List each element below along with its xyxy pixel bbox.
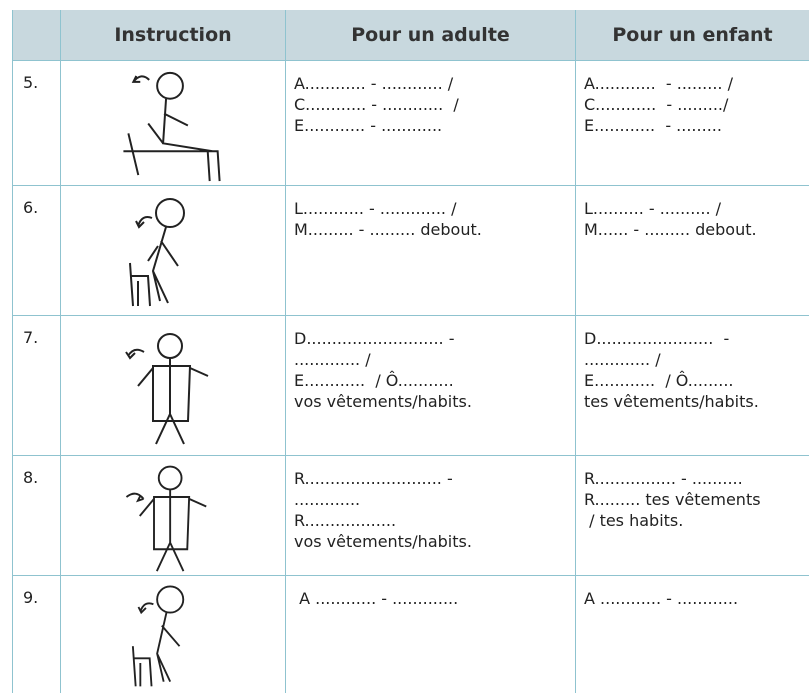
- child-cell: R................ - .......... R.........…: [575, 455, 809, 575]
- text-line: vos vêtements/habits.: [294, 532, 472, 551]
- header-cell: Pour un enfant: [575, 10, 809, 60]
- text-line: E............ - .........: [584, 116, 722, 135]
- header-blank: [12, 10, 60, 60]
- stick-figure: [123, 71, 221, 181]
- adult-cell: L............ - ............. / M........…: [285, 185, 575, 315]
- text-line: C............ - ........./: [584, 95, 729, 114]
- text-line: M......... - ......... debout.: [294, 220, 482, 239]
- header-cell: Pour un adulte: [285, 10, 575, 60]
- text-line: C............ - ............ /: [294, 95, 459, 114]
- row-number: 5.: [12, 60, 60, 185]
- text-line: / tes habits.: [584, 511, 684, 530]
- row-number: 7.: [12, 315, 60, 455]
- text-line: .............: [294, 490, 361, 509]
- text-line: D........................... -: [294, 329, 455, 348]
- text-line: R........................... -: [294, 469, 453, 488]
- text-line: M...... - ......... debout.: [584, 220, 757, 239]
- text-line: E............ - ............: [294, 116, 443, 135]
- text-line: E............ / Ô.........: [584, 371, 734, 390]
- text-line: A............ - ......... /: [584, 74, 733, 93]
- child-cell: A............ - ......... / C............…: [575, 60, 809, 185]
- instruction-figure: [60, 185, 285, 315]
- text-line: R................ - ..........: [584, 469, 743, 488]
- text-line: A ............ - .............: [294, 589, 459, 608]
- text-line: A ............ - ............: [584, 589, 739, 608]
- child-cell: A ............ - ............: [575, 575, 809, 693]
- stick-figure: [125, 332, 209, 444]
- instruction-figure: [60, 60, 285, 185]
- text-line: R......... tes vêtements: [584, 490, 761, 509]
- stick-figure: [129, 197, 185, 306]
- text-line: L.......... - .......... /: [584, 199, 722, 218]
- text-line: ............. /: [584, 350, 661, 369]
- row-number: 9.: [12, 575, 60, 693]
- text-line: L............ - ............. /: [294, 199, 457, 218]
- child-cell: L.......... - .......... / M...... - ....…: [575, 185, 809, 315]
- row-number: 6.: [12, 185, 60, 315]
- stick-figure: [125, 465, 207, 572]
- text-line: ............. /: [294, 350, 371, 369]
- header-cell: Instruction: [60, 10, 285, 60]
- adult-cell: R........................... -..........…: [285, 455, 575, 575]
- row-number: 8.: [12, 455, 60, 575]
- instruction-figure: [60, 455, 285, 575]
- text-line: tes vêtements/habits.: [584, 392, 759, 411]
- adult-cell: A ............ - .............: [285, 575, 575, 693]
- text-line: E............ / Ô...........: [294, 371, 454, 390]
- stick-figure: [131, 585, 185, 686]
- adult-cell: A............ - ............ / C.........…: [285, 60, 575, 185]
- text-line: R..................: [294, 511, 397, 530]
- text-line: D....................... -: [584, 329, 730, 348]
- instruction-figure: [60, 575, 285, 693]
- text-line: A............ - ............ /: [294, 74, 454, 93]
- instruction-figure: [60, 315, 285, 455]
- child-cell: D....................... - ............. …: [575, 315, 809, 455]
- adult-cell: D........................... -..........…: [285, 315, 575, 455]
- text-line: vos vêtements/habits.: [294, 392, 472, 411]
